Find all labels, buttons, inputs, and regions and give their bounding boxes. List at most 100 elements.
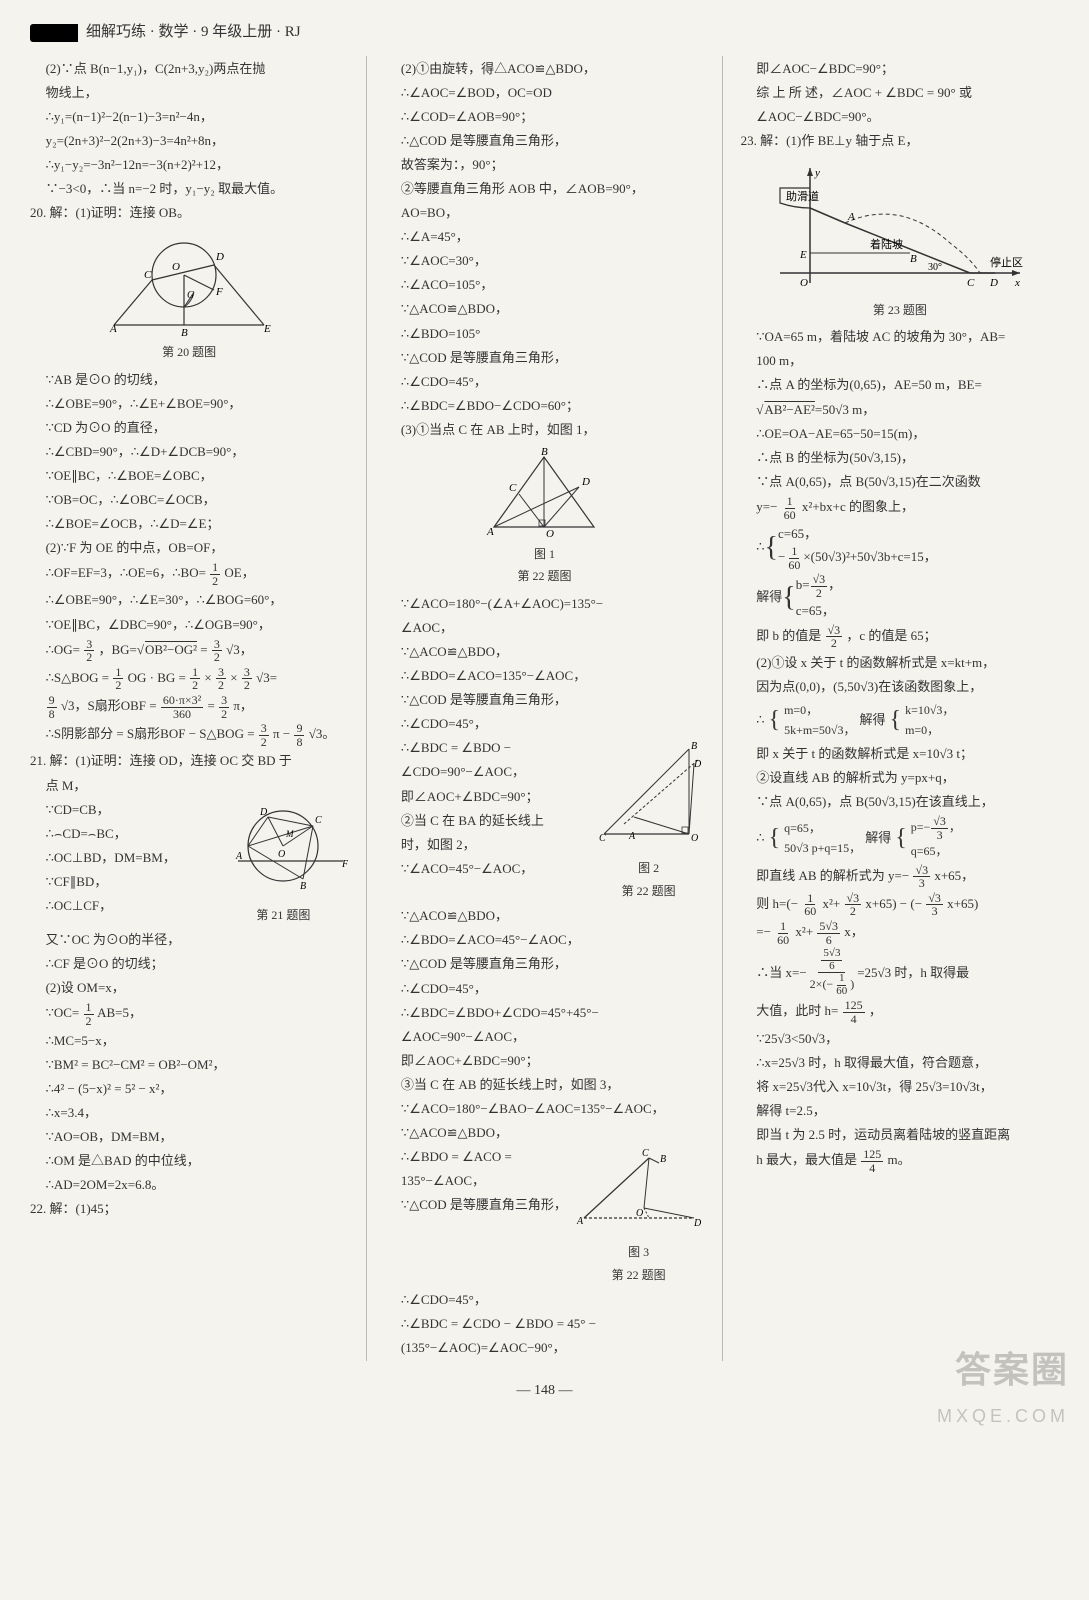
text: ∵CD 为⊙O 的直径， bbox=[30, 417, 348, 439]
svg-text:B: B bbox=[541, 447, 548, 458]
text: (2)①由旋转，得△ACO≌△BDO， bbox=[385, 58, 703, 80]
svg-text:A: A bbox=[576, 1216, 584, 1227]
q23-heading: 23. 解：(1)作 BE⊥y 轴于点 E， bbox=[741, 130, 1059, 152]
figure-22-1-sub: 第 22 题图 bbox=[517, 566, 571, 586]
text: 将 x=25√3代入 x=10√3t，得 25√3=10√3t， bbox=[741, 1076, 1059, 1098]
text: 点 M， bbox=[30, 775, 348, 797]
text: ∴∠AOC=∠BOD，OC=OD bbox=[385, 82, 703, 104]
svg-text:A: A bbox=[847, 211, 855, 223]
q21-heading: 21. 解：(1)证明：连接 OD，连接 OC 交 BD 于 bbox=[30, 750, 348, 772]
text: ∴y₁−y₂=−3n²−12n=−3(n+2)²+12， bbox=[30, 154, 348, 176]
text: =− 160 x²+ 5√36 x， bbox=[741, 920, 1059, 946]
text: ∠AOC， bbox=[385, 617, 703, 639]
text: 因为点(0,0)，(5,50√3)在该函数图象上， bbox=[741, 676, 1059, 698]
svg-text:30°: 30° bbox=[928, 262, 942, 273]
text: ∴∠CDO=45°， bbox=[385, 713, 703, 735]
figure-22-2: C A O B D 图 2 第 22 题图 bbox=[594, 739, 704, 901]
text: ∴∠BDC = ∠CDO − ∠BDO = 45° − bbox=[385, 1313, 703, 1335]
text: ∴∠OBE=90°，∴∠E=30°，∴∠BOG=60°， bbox=[30, 589, 348, 611]
figure-22-2-caption: 图 2 bbox=[594, 858, 704, 878]
text: ∴点 B 的坐标为(50√3,15)， bbox=[741, 447, 1059, 469]
text: 又∵OC 为⊙O的半径， bbox=[30, 929, 348, 951]
figure-22-3-sub: 第 22 题图 bbox=[574, 1265, 704, 1285]
text: 则 h=(− 160 x²+ √32 x+65) − (− √33 x+65) bbox=[741, 892, 1059, 918]
text: ∵∠ACO=180°−∠BAO−∠AOC=135°−∠AOC， bbox=[385, 1098, 703, 1120]
text: ∴∠BDO=∠ACO=45°−∠AOC， bbox=[385, 929, 703, 951]
svg-text:停止区: 停止区 bbox=[990, 255, 1023, 269]
text: ∵AB 是⊙O 的切线， bbox=[30, 369, 348, 391]
column-3: 即∠AOC−∠BDC=90°； 综 上 所 述，∠AOC + ∠BDC = 90… bbox=[741, 56, 1059, 1362]
page-header: 细解巧练 · 数学 · 9 年级上册 · RJ bbox=[30, 20, 1059, 46]
text: ∴OF=EF=3，∴OE=6，∴BO= 12 OE， bbox=[30, 561, 348, 587]
text: 解得 t=2.5， bbox=[741, 1100, 1059, 1122]
text: 即∠AOC+∠BDC=90°； bbox=[385, 1050, 703, 1072]
svg-text:B: B bbox=[691, 741, 697, 752]
q22-heading: 22. 解：(1)45； bbox=[30, 1198, 348, 1220]
svg-text:D: D bbox=[693, 759, 702, 770]
text: ∴4² − (5−x)² = 5² − x²， bbox=[30, 1078, 348, 1100]
text: ∴∠BDC=∠BDO−∠CDO=60°； bbox=[385, 395, 703, 417]
text: ∴当 x=− 5√36 2×(−160) =25√3 时，h 取得最 bbox=[741, 948, 1059, 997]
column-2: (2)①由旋转，得△ACO≌△BDO， ∴∠AOC=∠BOD，OC=OD ∴∠C… bbox=[385, 56, 703, 1362]
figure-23-caption: 第 23 题图 bbox=[873, 300, 927, 320]
svg-text:O: O bbox=[278, 849, 285, 860]
text: ∠AOC=90°−∠AOC， bbox=[385, 1026, 703, 1048]
text: ∴ { c=65， −160×(50√3)²+50√3b+c=15， bbox=[741, 523, 1059, 571]
text: ③当 C 在 AB 的延长线上时，如图 3， bbox=[385, 1074, 703, 1096]
figure-20: A B C D E F O G 第 20 题图 bbox=[30, 230, 348, 362]
text: √AB²−AE²=50√3 m， bbox=[741, 399, 1059, 421]
svg-text:O: O bbox=[691, 833, 698, 844]
figure-22-1-caption: 图 1 bbox=[534, 544, 555, 564]
svg-text:O: O bbox=[636, 1208, 643, 1219]
text: ∵∠AOC=30°， bbox=[385, 250, 703, 272]
text: ∵OE∥BC，∴∠BOE=∠OBC， bbox=[30, 465, 348, 487]
svg-text:B: B bbox=[910, 253, 917, 265]
text: 综 上 所 述，∠AOC + ∠BDC = 90° 或 bbox=[741, 82, 1059, 104]
text: 100 m， bbox=[741, 350, 1059, 372]
figure-21: A B C D F O M 第 21 题图 bbox=[218, 801, 348, 925]
divider-2 bbox=[722, 56, 723, 1362]
text: ∴S阴影部分 = S扇形BOF − S△BOG = 32 π − 98 √3。 bbox=[30, 722, 348, 748]
svg-text:x: x bbox=[1014, 277, 1020, 289]
text: 即 b 的值是 √32 ，c 的值是 65； bbox=[741, 624, 1059, 650]
svg-text:D: D bbox=[581, 476, 590, 488]
svg-text:y: y bbox=[814, 167, 820, 179]
text: ∵−3<0，∴当 n=−2 时，y₁−y₂ 取最大值。 bbox=[30, 178, 348, 200]
text: ∵25√3<50√3， bbox=[741, 1028, 1059, 1050]
svg-text:A: A bbox=[109, 323, 117, 335]
svg-text:C: C bbox=[599, 833, 606, 844]
figure-22-2-sub: 第 22 题图 bbox=[594, 881, 704, 901]
svg-text:A: A bbox=[628, 831, 636, 842]
text: ∴x=25√3 时，h 取得最大值，符合题意， bbox=[741, 1052, 1059, 1074]
divider-1 bbox=[366, 56, 367, 1362]
text: ∵△ACO≌△BDO， bbox=[385, 1122, 703, 1144]
figure-20-caption: 第 20 题图 bbox=[162, 342, 216, 362]
text: ∴△COD 是等腰直角三角形， bbox=[385, 130, 703, 152]
text: ∵△ACO≌△BDO， bbox=[385, 298, 703, 320]
text: ∴OM 是△BAD 的中位线， bbox=[30, 1150, 348, 1172]
svg-text:C: C bbox=[509, 482, 517, 494]
text: ∵∠ACO=180°−(∠A+∠AOC)=135°− bbox=[385, 593, 703, 615]
text: ∴S△BOG = 12 OG · BG = 12 × 32 × 32 √3= bbox=[30, 666, 348, 692]
text: ∴y₁=(n−1)²−2(n−1)−3=n²−4n， bbox=[30, 106, 348, 128]
svg-text:C: C bbox=[642, 1148, 649, 1159]
text: y=− 160 x²+bx+c 的图象上， bbox=[741, 495, 1059, 521]
q20-heading: 20. 解：(1)证明：连接 OB。 bbox=[30, 202, 348, 224]
text: ∴MC=5−x， bbox=[30, 1030, 348, 1052]
text: ∴x=3.4， bbox=[30, 1102, 348, 1124]
figure-22-3: A C B O D 图 3 第 22 题图 bbox=[574, 1148, 704, 1285]
text: ∴∠CDO=45°， bbox=[385, 371, 703, 393]
svg-text:F: F bbox=[341, 859, 348, 870]
svg-text:E: E bbox=[263, 323, 271, 335]
svg-text:O: O bbox=[800, 277, 808, 289]
svg-text:A: A bbox=[235, 851, 243, 862]
text: ∵点 A(0,65)，点 B(50√3,15)在二次函数 bbox=[741, 471, 1059, 493]
text: ∵OB=OC，∴∠OBC=∠OCB， bbox=[30, 489, 348, 511]
text: y₂=(2n+3)²−2(2n+3)−3=4n²+8n， bbox=[30, 130, 348, 152]
text: ∴点 A 的坐标为(0,65)，AE=50 m，BE= bbox=[741, 374, 1059, 396]
text: ∴∠A=45°， bbox=[385, 226, 703, 248]
text: ∴∠ACO=105°， bbox=[385, 274, 703, 296]
text: ∴ { q=65，50√3 p+q=15， 解得 { p=−√33， q=65， bbox=[741, 815, 1059, 862]
text: ∵△COD 是等腰直角三角形， bbox=[385, 689, 703, 711]
watermark: 答案圈 MXQE.COM bbox=[937, 1339, 1069, 1431]
